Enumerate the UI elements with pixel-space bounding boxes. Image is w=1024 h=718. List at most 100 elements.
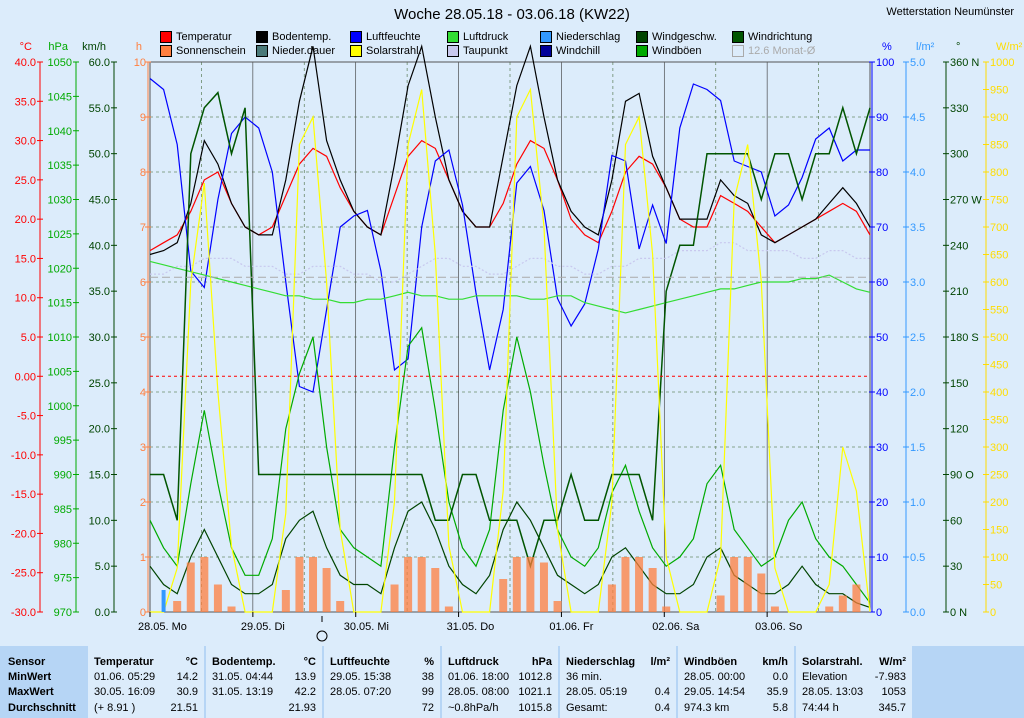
legend-label: Niederschlag xyxy=(556,31,621,43)
axis-tick-label-temp: -30.0 xyxy=(11,607,36,619)
axis-tick-label-deg: 210 xyxy=(950,286,968,298)
legend-label: Windböen xyxy=(652,45,702,57)
sunshine-bar xyxy=(635,557,644,612)
table-cell-value: 345.7 xyxy=(878,702,906,714)
axis-tick-label-hours: 5 xyxy=(140,332,146,344)
table-cell-value: 0.0 xyxy=(772,671,788,683)
axis-unit-hours: h xyxy=(136,41,142,53)
axis-tick-label-kmh: 15.0 xyxy=(89,470,110,482)
sunshine-bar xyxy=(309,557,318,612)
x-tick-label: 03.06. So xyxy=(755,621,802,633)
table-row-label: MaxWert xyxy=(8,686,54,698)
sunshine-bar xyxy=(770,606,779,612)
legend-label: Temperatur xyxy=(176,31,232,43)
axis-tick-label-lm2: 5.0 xyxy=(910,57,925,69)
axis-tick-label-lm2: 1.0 xyxy=(910,497,925,509)
table-cell-label: (+ 8.91 ) xyxy=(94,702,136,714)
axis-tick-label-hours: 4 xyxy=(140,387,146,399)
axis-tick-label-temp: 30.0 xyxy=(15,136,36,148)
axis-tick-label-kmh: 0.0 xyxy=(95,607,110,619)
axis-tick-label-temp: 25.0 xyxy=(15,175,36,187)
axis-tick-label-hours: 0 xyxy=(140,607,146,619)
axis-tick-label-kmh: 30.0 xyxy=(89,332,110,344)
table-cell-label: 29.05. 14:54 xyxy=(684,686,746,698)
axis-tick-label-temp: 15.0 xyxy=(15,253,36,265)
axis-tick-label-pct: 50 xyxy=(876,332,888,344)
legend-swatch xyxy=(160,45,172,57)
legend-item: Luftdruck xyxy=(447,31,508,43)
table-cell-value: 13.9 xyxy=(294,671,316,683)
table-cell-label: 28.05. 07:20 xyxy=(330,686,392,698)
axis-tick-label-hpa: 1020 xyxy=(48,263,72,275)
axis-tick-label-deg: 90 O xyxy=(950,470,974,482)
table-cell-value: 30.9 xyxy=(176,686,198,698)
axis-tick-label-hpa: 1045 xyxy=(48,91,72,103)
axis-tick-label-deg: 150 xyxy=(950,378,968,390)
table-cell-label: 974.3 km xyxy=(684,702,730,714)
axis-tick-label-kmh: 10.0 xyxy=(89,515,110,527)
axis-tick-label-wm2: 50 xyxy=(990,580,1002,592)
table-cell-value: 0.4 xyxy=(654,686,670,698)
axis-tick-label-wm2: 200 xyxy=(990,497,1008,509)
axis-tick-label-pct: 0 xyxy=(876,607,882,619)
axis-unit-wm2: W/m² xyxy=(996,41,1023,53)
legend-item: Temperatur xyxy=(160,31,232,43)
sunshine-bar xyxy=(607,584,616,612)
sunshine-bar xyxy=(417,557,426,612)
legend-swatch xyxy=(540,31,552,43)
axis-unit-lm2: l/m² xyxy=(916,41,935,53)
x-tick-label: 01.06. Fr xyxy=(549,621,593,633)
table-cell-value: 1015.8 xyxy=(518,702,552,714)
table-cell-label: 30.05. 16:09 xyxy=(94,686,156,698)
x-tick-label: 28.05. Mo xyxy=(138,621,187,633)
sunshine-bar xyxy=(431,568,440,612)
table-cell-value: 1012.8 xyxy=(518,671,552,683)
axis-tick-label-hours: 10 xyxy=(134,57,146,69)
chart-axes: °C40.035.030.025.020.015.010.05.00.00-5.… xyxy=(11,41,1023,619)
legend-item: Taupunkt xyxy=(447,45,508,57)
sunshine-bar xyxy=(825,606,834,612)
table-cell-label: 28.05. 08:00 xyxy=(448,686,510,698)
axis-tick-label-wm2: 650 xyxy=(990,250,1008,262)
axis-tick-label-pct: 90 xyxy=(876,112,888,124)
axis-tick-label-hpa: 1040 xyxy=(48,126,72,138)
table-column: Solarstrahl. W/m² Elevation -7.983 28.05. 13… xyxy=(796,646,912,718)
legend-label: Sonnenschein xyxy=(176,45,246,57)
axis-tick-label-kmh: 40.0 xyxy=(89,240,110,252)
table-cell-label: 31.05. 13:19 xyxy=(212,686,274,698)
legend-label: Luftdruck xyxy=(463,31,509,43)
axis-tick-label-kmh: 20.0 xyxy=(89,424,110,436)
axis-tick-label-deg: 0 N xyxy=(950,607,967,619)
table-cell-value: 21.51 xyxy=(170,702,198,714)
axis-tick-label-wm2: 100 xyxy=(990,552,1008,564)
axis-tick-label-kmh: 45.0 xyxy=(89,195,110,207)
legend-item: 12.6 Monat-Ø xyxy=(732,45,815,57)
sunshine-bar xyxy=(281,590,290,612)
table-cell-label: 74:44 h xyxy=(802,702,839,714)
legend-label: Windrichtung xyxy=(748,31,813,43)
axis-tick-label-pct: 20 xyxy=(876,497,888,509)
axis-tick-label-hours: 7 xyxy=(140,222,146,234)
axis-tick-label-temp: -15.0 xyxy=(11,489,36,501)
axis-tick-label-pct: 70 xyxy=(876,222,888,234)
table-row-label: Durchschnitt xyxy=(8,702,76,714)
axis-tick-label-deg: 240 xyxy=(950,240,968,252)
stats-table: Sensor MinWert MaxWert Durchschnitt Temperat… xyxy=(0,646,1024,718)
table-cell-label: 01.06. 05:29 xyxy=(94,671,156,683)
sunshine-bar xyxy=(322,568,331,612)
axis-tick-label-lm2: 1.5 xyxy=(910,442,925,454)
table-row-labels: Sensor MinWert MaxWert Durchschnitt xyxy=(0,646,86,718)
legend-label: Solarstrahl. xyxy=(366,45,422,57)
axis-tick-label-kmh: 50.0 xyxy=(89,149,110,161)
table-cell-label: 29.05. 15:38 xyxy=(330,671,392,683)
sunshine-bar xyxy=(213,584,222,612)
axis-tick-label-temp: 35.0 xyxy=(15,96,36,108)
table-cell-value: 14.2 xyxy=(176,671,198,683)
sunshine-bar xyxy=(553,601,562,612)
series-line-temperatur xyxy=(149,139,871,252)
table-column-title: Temperatur xyxy=(94,656,154,668)
axis-tick-label-wm2: 450 xyxy=(990,360,1008,372)
axis-tick-label-temp: 5.0 xyxy=(21,332,36,344)
axis-tick-label-hours: 9 xyxy=(140,112,146,124)
axis-tick-label-kmh: 60.0 xyxy=(89,57,110,69)
